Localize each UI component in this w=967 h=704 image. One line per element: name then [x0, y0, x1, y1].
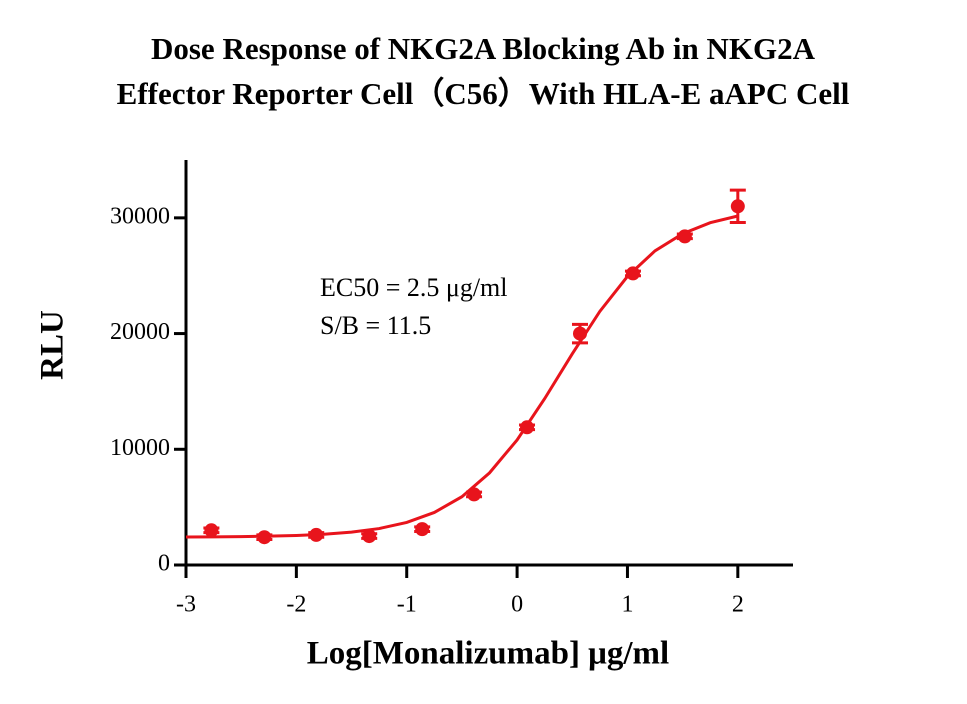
x-axis-label: Log[Monalizumab] μg/ml — [307, 636, 669, 672]
x-tick-label: -1 — [397, 592, 417, 618]
y-tick-label: 30000 — [110, 203, 170, 229]
data-point — [730, 199, 745, 214]
data-point — [204, 523, 219, 538]
x-tick-label: 2 — [732, 592, 744, 618]
data-point — [362, 529, 377, 544]
x-tick-label: 0 — [511, 592, 523, 618]
y-axis-label: RLU — [35, 310, 71, 380]
fit-line — [185, 214, 739, 539]
chart-title: Effector Reporter Cell（C56）With HLA-E aA… — [117, 76, 850, 111]
x-tick-label: -2 — [286, 592, 306, 618]
data-point — [415, 522, 430, 537]
y-tick-label: 0 — [158, 551, 170, 577]
y-tick-label: 20000 — [110, 319, 170, 345]
x-tick-label: -3 — [176, 592, 196, 618]
y-tick-label: 10000 — [110, 435, 170, 461]
annotation: EC50 = 2.5 μg/ml — [320, 273, 508, 302]
annotation: S/B = 11.5 — [320, 311, 431, 340]
x-tick-label: 1 — [621, 592, 633, 618]
chart-title: Dose Response of NKG2A Blocking Ab in NK… — [151, 31, 816, 66]
